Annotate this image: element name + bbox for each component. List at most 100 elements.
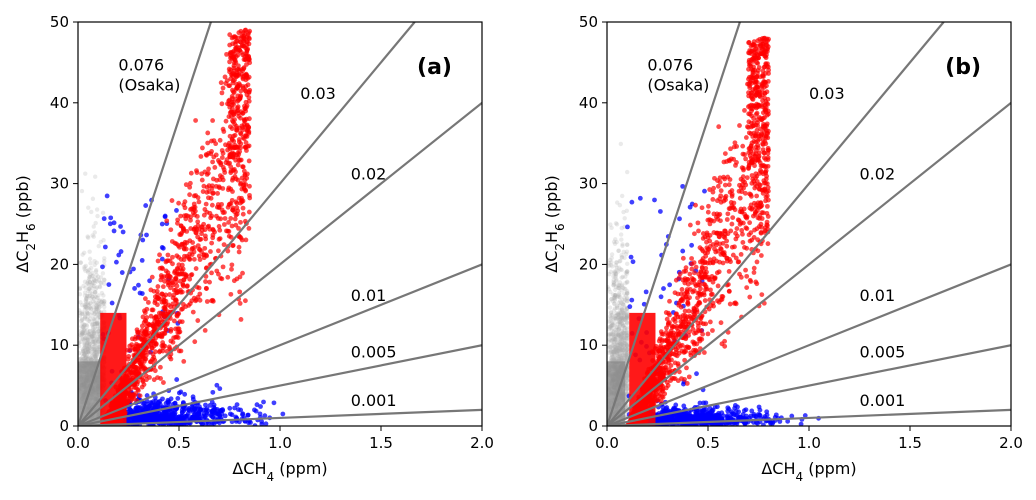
grey-point bbox=[620, 243, 625, 249]
grey-point bbox=[625, 378, 630, 384]
grey-point bbox=[612, 348, 617, 353]
blue-point bbox=[757, 407, 763, 413]
grey-point bbox=[92, 339, 98, 345]
grey-point bbox=[609, 252, 615, 257]
grey-point bbox=[616, 356, 622, 362]
blue-point bbox=[280, 411, 286, 417]
red-point bbox=[206, 195, 211, 201]
grey-point bbox=[620, 347, 626, 353]
ratio-line-1 bbox=[78, 22, 416, 426]
grey-point bbox=[617, 347, 623, 352]
grey-point bbox=[86, 344, 91, 349]
red-point bbox=[243, 133, 248, 139]
blue-point bbox=[172, 410, 178, 416]
red-point bbox=[244, 62, 249, 67]
red-point bbox=[220, 85, 226, 91]
grey-point bbox=[609, 332, 614, 337]
grey-point bbox=[615, 353, 620, 359]
grey-point bbox=[78, 340, 82, 345]
grey-point bbox=[89, 280, 95, 286]
blue-point bbox=[207, 402, 213, 408]
grey-point bbox=[88, 316, 93, 322]
grey-point bbox=[625, 353, 630, 359]
grey-point bbox=[617, 311, 622, 316]
grey-point bbox=[616, 319, 621, 325]
grey-point bbox=[625, 332, 630, 338]
blue-point bbox=[203, 402, 208, 408]
red-point bbox=[155, 375, 160, 381]
grey-point bbox=[617, 283, 622, 288]
grey-point bbox=[100, 301, 106, 307]
grey-point bbox=[97, 284, 103, 290]
grey-point bbox=[99, 280, 104, 286]
red-point bbox=[137, 393, 143, 399]
grey-point bbox=[625, 313, 630, 318]
red-point bbox=[229, 102, 235, 108]
grey-point bbox=[83, 355, 88, 360]
red-point bbox=[246, 89, 252, 95]
red-point bbox=[199, 231, 204, 237]
red-point bbox=[229, 126, 235, 131]
grey-point bbox=[625, 333, 630, 338]
grey-point bbox=[614, 341, 620, 347]
red-point bbox=[195, 318, 201, 323]
panel-label: (a) bbox=[417, 55, 452, 80]
red-point bbox=[200, 189, 206, 194]
red-point bbox=[246, 130, 252, 136]
grey-point bbox=[619, 255, 625, 260]
red-point bbox=[201, 221, 207, 227]
grey-point bbox=[96, 243, 101, 249]
blue-point bbox=[172, 400, 178, 406]
grey-point bbox=[85, 356, 91, 362]
red-point bbox=[142, 350, 148, 356]
red-point bbox=[181, 277, 187, 283]
red-point bbox=[243, 99, 249, 105]
grey-point bbox=[86, 355, 91, 361]
grey-point bbox=[618, 311, 624, 317]
blue-point bbox=[234, 402, 240, 408]
red-point bbox=[242, 172, 248, 177]
grey-point bbox=[90, 196, 96, 201]
red-point bbox=[157, 252, 162, 258]
red-point bbox=[136, 343, 141, 348]
grey-point bbox=[91, 341, 96, 347]
grey-point bbox=[80, 348, 86, 353]
grey-point bbox=[619, 352, 625, 358]
blue-point bbox=[658, 294, 664, 300]
grey-point bbox=[85, 349, 91, 355]
grey-point bbox=[618, 319, 623, 325]
red-point bbox=[243, 140, 249, 145]
grey-point bbox=[78, 328, 84, 334]
red-point bbox=[225, 248, 231, 254]
grey-point bbox=[620, 315, 625, 321]
red-point bbox=[175, 335, 181, 340]
grey-point bbox=[97, 298, 103, 303]
red-point bbox=[133, 372, 139, 377]
blue-point bbox=[217, 386, 223, 392]
grey-point bbox=[90, 280, 96, 285]
red-point bbox=[233, 212, 239, 218]
grey-point bbox=[91, 321, 96, 327]
grey-point bbox=[95, 274, 101, 279]
red-point bbox=[240, 205, 246, 211]
grey-point bbox=[607, 345, 612, 350]
grey-point bbox=[612, 339, 618, 345]
grey-point bbox=[617, 259, 622, 264]
red-point bbox=[175, 220, 180, 226]
grey-point bbox=[608, 324, 613, 329]
red-point bbox=[230, 243, 236, 249]
red-point bbox=[230, 207, 235, 213]
grey-point bbox=[93, 289, 98, 295]
grey-point bbox=[625, 320, 630, 326]
grey-point bbox=[610, 336, 616, 341]
grey-point bbox=[90, 331, 95, 336]
red-point bbox=[230, 87, 235, 93]
grey-point bbox=[608, 309, 614, 315]
grey-point bbox=[94, 321, 99, 326]
grey-point bbox=[89, 334, 95, 339]
grey-point bbox=[87, 286, 92, 292]
red-point bbox=[136, 359, 142, 365]
grey-point bbox=[612, 241, 618, 247]
grey-point bbox=[87, 341, 93, 347]
